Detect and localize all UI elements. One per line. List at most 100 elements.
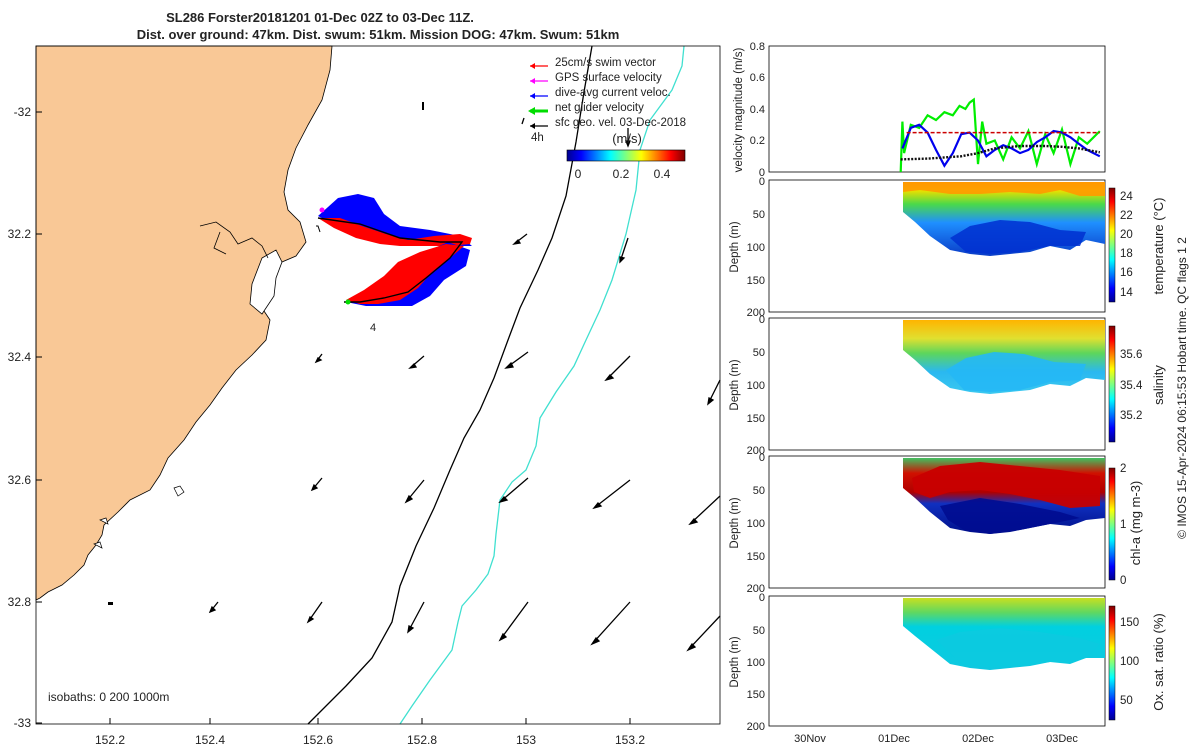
chla-ylabel: Depth (m) bbox=[729, 497, 741, 548]
vel-ytick: 0.6 bbox=[750, 72, 765, 84]
lon-tick-label: 152.2 bbox=[95, 733, 125, 747]
geo-arrow bbox=[306, 601, 323, 624]
sfc-geo-velocity-arrows bbox=[208, 117, 721, 652]
lat-tick-label: 32.8 bbox=[8, 595, 32, 609]
time-tick: 02Dec bbox=[962, 733, 994, 745]
legend-item-sfc-geo-velocity: sfc geo. vel. 03-Dec-2018 bbox=[530, 117, 686, 129]
depth-tick: 200 bbox=[747, 307, 765, 319]
depth-tick: 200 bbox=[747, 583, 765, 595]
lat-tick-label: 32.4 bbox=[8, 350, 32, 364]
depth-tick: 200 bbox=[747, 445, 765, 457]
velocity-yticks: 0.8 0.6 0.4 0.2 0 bbox=[750, 41, 765, 179]
geo-arrow bbox=[707, 379, 721, 406]
temperature-colorbar bbox=[1108, 187, 1116, 303]
time-axis: 30Nov 01Dec 02Dec 03Dec bbox=[794, 733, 1078, 745]
track-label: 4 bbox=[370, 322, 376, 334]
depth-tick: 150 bbox=[747, 275, 765, 287]
lon-tick-label: 152.6 bbox=[303, 733, 333, 747]
salinity-cbar-ticks: 35.6 35.4 35.2 bbox=[1120, 349, 1143, 422]
lat-tick-label: 32.2 bbox=[8, 227, 32, 241]
colorbar-tick: 0 bbox=[575, 167, 582, 181]
chla-deep-low bbox=[940, 498, 1080, 534]
cbar-tick: 50 bbox=[1120, 695, 1133, 707]
geo-arrow-top bbox=[625, 128, 631, 148]
small-island-1 bbox=[422, 102, 424, 110]
geo-arrow bbox=[592, 479, 631, 510]
vel-ytick: 0 bbox=[759, 167, 765, 179]
geo-arrow bbox=[407, 601, 425, 634]
time-tick: 03Dec bbox=[1046, 733, 1078, 745]
depth-tick: 100 bbox=[747, 242, 765, 254]
lon-tick-label: 153.2 bbox=[615, 733, 645, 747]
salinity-colorbar bbox=[1108, 325, 1116, 443]
temperature-cold-core bbox=[950, 220, 1086, 254]
geo-arrow bbox=[504, 351, 529, 369]
salinity-cbar-label: salinity bbox=[1151, 365, 1166, 405]
oxygen-cbar-label: Ox. sat. ratio (%) bbox=[1151, 613, 1166, 711]
depth-tick: 0 bbox=[759, 314, 765, 326]
geo-arrow bbox=[686, 615, 721, 652]
depth-tick: 150 bbox=[747, 551, 765, 563]
temperature-cbar-ticks: 24 22 20 18 16 14 bbox=[1120, 191, 1133, 299]
isobath-1000m bbox=[399, 45, 685, 725]
isobath-label: isobaths: 0 200 1000m bbox=[48, 690, 169, 704]
depth-tick: 150 bbox=[747, 689, 765, 701]
temperature-warm-layer bbox=[903, 182, 1105, 196]
cbar-tick: 18 bbox=[1120, 248, 1133, 260]
salinity-yticks: 0 50 100 150 200 bbox=[747, 314, 765, 457]
lake bbox=[249, 249, 283, 315]
lat-tick-label: -32 bbox=[14, 105, 32, 119]
salinity-ylabel: Depth (m) bbox=[729, 359, 741, 410]
legend-item-gps-velocity: GPS surface velocity bbox=[530, 72, 662, 84]
colorbar-unit: (m/s) bbox=[612, 131, 642, 146]
cbar-tick: 100 bbox=[1120, 656, 1139, 668]
chla-maximum-layer bbox=[912, 462, 1100, 508]
oxygen-colorbar bbox=[1108, 605, 1116, 721]
geo-arrow bbox=[208, 601, 219, 614]
velocity-series-line bbox=[899, 97, 1101, 173]
figure-title-line2: Dist. over ground: 47km. Dist. swum: 51k… bbox=[137, 27, 620, 42]
geo-arrow bbox=[408, 355, 425, 369]
lon-tick-label: 152.8 bbox=[407, 733, 437, 747]
oxygen-ylabel: Depth (m) bbox=[729, 636, 741, 687]
chla-yticks: 0 50 100 150 200 bbox=[747, 452, 765, 595]
temperature-yticks: 0 50 100 150 200 bbox=[747, 176, 765, 319]
glider-swim-vector-blob-south bbox=[346, 244, 464, 304]
temperature-panel: 0 50 100 150 200 Depth (m) 24 22 20 18 1… bbox=[729, 176, 1166, 319]
cbar-tick: 2 bbox=[1120, 463, 1126, 475]
cbar-tick: 0 bbox=[1120, 575, 1126, 587]
geo-arrow bbox=[590, 601, 631, 646]
geo-arrow bbox=[619, 237, 629, 264]
velocity-series-layer bbox=[899, 97, 1101, 173]
cbar-tick: 22 bbox=[1120, 210, 1133, 222]
label-4h: 4h bbox=[531, 132, 544, 144]
vel-ytick: 0.8 bbox=[750, 41, 765, 53]
lon-tick-label: 152.4 bbox=[195, 733, 225, 747]
map-lat-ticks: -32 32.2 32.4 32.6 32.8 -33 bbox=[8, 105, 42, 730]
map-colorbar: (m/s) 0 0.2 0.4 bbox=[566, 131, 686, 181]
lake-inlet bbox=[199, 221, 269, 259]
depth-tick: 100 bbox=[747, 518, 765, 530]
isobath-200m bbox=[307, 45, 593, 725]
velocity-ylabel: velocity magnitude (m/s) bbox=[733, 48, 745, 173]
salinity-fresh-core bbox=[946, 352, 1086, 392]
geo-arrow-small bbox=[521, 117, 525, 125]
chla-cbar-ticks: 2 1 0 bbox=[1120, 463, 1126, 587]
temperature-cbar-label: temperature (°C) bbox=[1151, 198, 1166, 295]
geo-arrow bbox=[404, 479, 425, 504]
depth-tick: 50 bbox=[753, 625, 765, 637]
net-glider-velocity-end bbox=[345, 299, 351, 305]
cbar-tick: 20 bbox=[1120, 229, 1133, 241]
oxygen-low-core bbox=[936, 628, 1100, 668]
small-island-2 bbox=[108, 602, 113, 605]
chla-panel: 0 50 100 150 200 Depth (m) 2 1 0 chl-a (… bbox=[729, 452, 1143, 595]
depth-tick: 200 bbox=[747, 721, 765, 733]
velocity-panel: 0.8 0.6 0.4 0.2 0 velocity magnitude (m/… bbox=[733, 41, 1106, 179]
legend-label: GPS surface velocity bbox=[555, 72, 662, 84]
geo-arrow bbox=[498, 477, 529, 504]
depth-tick: 0 bbox=[759, 452, 765, 464]
gps-surface-velocity-start bbox=[319, 207, 325, 213]
small-mark bbox=[316, 225, 321, 233]
colorbar-gradient bbox=[566, 149, 686, 162]
